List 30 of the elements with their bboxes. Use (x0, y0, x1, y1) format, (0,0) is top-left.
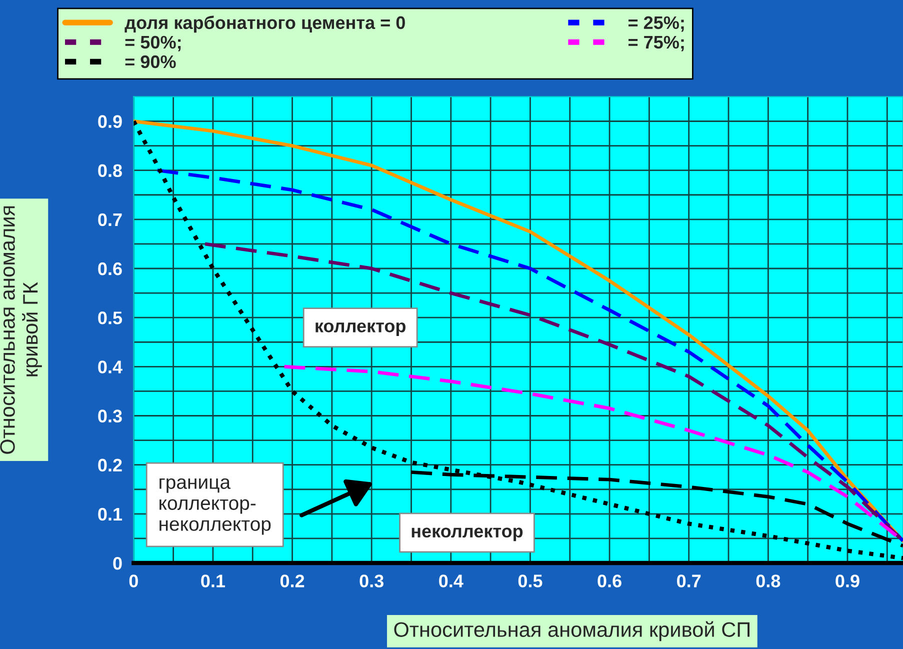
x-tick-label: 0.7 (677, 574, 701, 588)
x-tick-label: 0.8 (756, 574, 780, 588)
y-axis-title: Относительная аномалия кривой ГК (0, 206, 42, 454)
annotation: граница коллектор- неколлектор (160, 478, 271, 535)
y-tick-label: 0.5 (98, 312, 122, 324)
x-tick-label: 0.5 (518, 574, 542, 588)
x-tick-label: 0.3 (360, 574, 384, 588)
legend-label: доля карбонатного цемента = 0 (124, 16, 405, 33)
x-tick-label: 0.1 (201, 574, 226, 588)
legend-label: = 25%; (628, 16, 684, 32)
x-tick-label: 0.2 (280, 574, 304, 588)
x-tick-label: 0.9 (836, 574, 860, 588)
legend-label: = 75%; (628, 36, 684, 52)
y-tick-label: 0.7 (98, 213, 122, 226)
legend-label: = 50%; (125, 36, 181, 52)
y-tick-label: 0.1 (98, 508, 122, 521)
y-tick-label: 0.4 (98, 360, 122, 374)
y-tick-label: 0.9 (98, 115, 122, 128)
y-tick-label: 0.2 (98, 458, 122, 472)
x-tick-label: 0.6 (598, 574, 622, 588)
y-tick-label: 0.3 (98, 410, 122, 422)
annotation: коллектор (316, 322, 406, 336)
y-tick-label: 0.8 (98, 164, 122, 178)
y-tick-label: 0 (113, 556, 122, 570)
y-tick-label: 0.6 (98, 262, 122, 276)
annotation: неколлектор (412, 528, 523, 542)
legend-label: = 90% (125, 55, 176, 68)
x-tick-label: 0 (129, 574, 138, 588)
x-axis-title: Относительная аномалия кривой СП (394, 621, 750, 642)
x-tick-label: 0.4 (439, 574, 464, 588)
